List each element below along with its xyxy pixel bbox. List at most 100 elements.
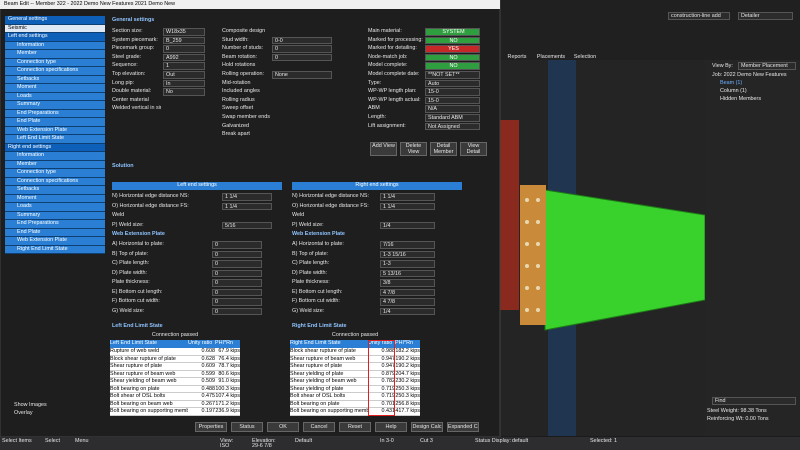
table-cell: 0.488 — [188, 385, 215, 393]
field-label: Marked for processing: — [368, 36, 423, 43]
table-header: PHI*Rn — [395, 340, 420, 348]
field-value[interactable]: W18x35 — [163, 28, 205, 36]
button[interactable]: Help — [375, 422, 407, 432]
end-plate — [520, 185, 546, 325]
field-value[interactable]: 3/8 — [380, 279, 435, 287]
panel-label: View By: — [712, 63, 733, 69]
nav-subitem[interactable]: End Plate — [5, 228, 105, 237]
field-value[interactable]: No — [163, 88, 205, 96]
field-value[interactable]: 0 — [212, 279, 262, 287]
nav-subitem[interactable]: Moment — [5, 194, 105, 203]
nav-item[interactable]: Seismic — [5, 24, 105, 33]
table-cell: Bolt shear of OSL bolts — [290, 393, 368, 401]
button[interactable]: Delete View — [400, 142, 427, 156]
nav-subitem[interactable]: Summary — [5, 211, 105, 220]
button[interactable]: Expanded Calc — [447, 422, 479, 432]
field-value[interactable]: SYSTEM — [425, 28, 480, 36]
field-value[interactable]: Not Assigned — [425, 122, 480, 131]
nav-subitem[interactable]: Summary — [5, 101, 105, 110]
field-value[interactable]: 1 1/4 — [222, 202, 272, 210]
nav-subitem[interactable]: End Preparations — [5, 220, 105, 229]
field-value[interactable]: Auto — [425, 79, 480, 88]
field-value[interactable]: 7/16 — [380, 241, 435, 249]
field-value[interactable]: 0 — [212, 288, 262, 296]
field-value[interactable]: 1/4 — [380, 307, 435, 315]
field-value[interactable]: Standard ABM — [425, 114, 480, 122]
button[interactable]: Reset — [339, 422, 371, 432]
field-value[interactable]: 15-0 — [425, 88, 480, 96]
nav-subitem[interactable]: Connection specifications — [5, 67, 105, 76]
field-value[interactable]: YES — [425, 45, 480, 53]
field-value[interactable]: 1 1/4 — [380, 202, 435, 210]
field-value[interactable]: B_259 — [163, 36, 205, 45]
nav-subitem[interactable]: Information — [5, 41, 105, 50]
nav-subitem[interactable]: Loads — [5, 92, 105, 101]
nav-item[interactable]: General settings — [5, 16, 105, 25]
nav-subitem[interactable]: Setbacks — [5, 186, 105, 195]
button[interactable]: Properties — [195, 422, 227, 432]
nav-subitem[interactable]: Member — [5, 50, 105, 59]
button[interactable]: Detail Member — [430, 142, 457, 156]
nav-subitem[interactable]: Right End Limit State — [5, 245, 105, 254]
nav-subitem[interactable]: Web Extension Plate — [5, 237, 105, 246]
nav-subitem[interactable]: Loads — [5, 203, 105, 212]
table-header: Unity ratio — [188, 340, 215, 348]
nav-subitem[interactable]: End Plate — [5, 118, 105, 127]
nav-subitem[interactable]: Left End Limit State — [5, 135, 105, 144]
role-field[interactable]: Detailer — [738, 12, 793, 20]
button[interactable]: OK — [267, 422, 299, 432]
nav-subitem[interactable]: Connection type — [5, 58, 105, 67]
field-value[interactable]: Out — [163, 71, 205, 79]
field-value[interactable]: 5 13/16 — [380, 269, 435, 277]
field-value[interactable]: **NOT SET** — [425, 71, 480, 79]
field-value[interactable]: 0 — [212, 260, 262, 268]
field-value[interactable]: NO — [425, 53, 480, 62]
nav-subitem[interactable]: Information — [5, 152, 105, 161]
button[interactable]: Cancel — [303, 422, 335, 432]
nav-subitem[interactable]: Moment — [5, 84, 105, 93]
field-value[interactable]: 0 — [212, 298, 262, 306]
nav-subitem[interactable]: Setbacks — [5, 75, 105, 84]
field-value[interactable]: 4 7/8 — [380, 288, 435, 296]
field-value[interactable]: 1/4 — [380, 221, 435, 229]
nav-item[interactable]: Left end settings — [5, 33, 105, 42]
nav-subitem[interactable]: Web Extension Plate — [5, 126, 105, 135]
field-value[interactable]: 5/16 — [222, 221, 272, 229]
button[interactable]: Status — [231, 422, 263, 432]
field-value[interactable]: NO — [425, 36, 480, 45]
field-label: Weld — [112, 212, 125, 218]
button[interactable]: Add View — [370, 142, 397, 156]
field-value[interactable]: 0 — [212, 241, 262, 249]
field-value[interactable]: None — [272, 71, 332, 79]
field-value[interactable]: 0 — [212, 307, 262, 315]
nav-subitem[interactable]: End Preparations — [5, 109, 105, 118]
nav-subitem[interactable]: Connection specifications — [5, 177, 105, 186]
field-value[interactable]: 1 1/4 — [222, 193, 272, 201]
nav-item[interactable]: Right end settings — [5, 143, 105, 152]
find-field[interactable]: Find — [712, 397, 796, 405]
field-value[interactable]: 1-3 15/16 — [380, 250, 435, 258]
field-value[interactable]: 0 — [212, 250, 262, 258]
field-value[interactable]: 0 — [212, 269, 262, 277]
search-field[interactable]: construction-line add — [668, 12, 730, 20]
field-value[interactable]: 15-0 — [425, 96, 480, 105]
field-value[interactable]: 1 1/4 — [380, 193, 435, 201]
button[interactable]: View Detail — [460, 142, 487, 156]
field-value[interactable]: NO — [425, 62, 480, 70]
nav-subitem[interactable]: Connection type — [5, 169, 105, 178]
button[interactable]: Design Calc — [411, 422, 443, 432]
field-value[interactable]: N/A — [425, 105, 480, 113]
field-value[interactable]: 1-3 — [380, 260, 435, 268]
field-value[interactable]: A992 — [163, 53, 205, 62]
table-cell: 76.4 kips — [215, 355, 240, 363]
field-value[interactable]: 4 7/8 — [380, 298, 435, 306]
field-value[interactable]: 0-0 — [272, 36, 332, 45]
field-value[interactable]: 1 — [163, 62, 205, 70]
field-value[interactable]: 0 — [163, 45, 205, 53]
table-cell: Shear rupture of plate — [290, 363, 368, 371]
field-value[interactable]: In — [163, 79, 205, 88]
field-value[interactable]: 0 — [272, 45, 332, 53]
panel-value[interactable]: Member Placement — [738, 62, 796, 70]
nav-subitem[interactable]: Member — [5, 160, 105, 169]
field-value[interactable]: 0 — [272, 53, 332, 62]
